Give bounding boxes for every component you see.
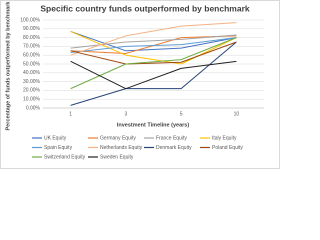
series-line (70, 30, 237, 52)
series-line (70, 22, 237, 56)
legend-label: Poland Equity (212, 145, 243, 151)
y-tick-label: 80.00% (23, 35, 41, 41)
legend-label: Denmark Equity (156, 145, 192, 151)
x-tick-label: 3 (124, 111, 127, 117)
series-line (70, 37, 237, 90)
series-line (70, 37, 237, 54)
y-tick-label: 70.00% (23, 44, 41, 50)
legend-label: UK Equity (44, 135, 67, 141)
series-line (70, 41, 237, 65)
x-tick-label: 1 (69, 111, 72, 117)
y-tick-label: 20.00% (23, 88, 41, 94)
y-tick-label: 60.00% (23, 53, 41, 59)
y-tick-label: 100.00% (20, 17, 40, 23)
y-tick-label: 40.00% (23, 70, 41, 76)
legend-label: Switzerland Equity (44, 154, 86, 160)
series-line (70, 60, 237, 90)
y-tick-label: 10.00% (23, 97, 41, 103)
chart-frame (0, 0, 280, 169)
legend-label: Netherlands Equity (100, 145, 143, 151)
y-tick-label: 30.00% (23, 79, 41, 85)
chart: Specific country funds outperformed by b… (0, 0, 280, 169)
x-tick-label: 10 (234, 111, 240, 117)
x-axis-title: Investment Timeline (years) (117, 122, 190, 128)
y-axis-title: Percentage of funds outperformed by benc… (5, 1, 11, 131)
legend-label: Germany Equity (100, 135, 136, 141)
y-tick-label: 0.00% (26, 105, 41, 111)
legend-label: Italy Equity (212, 135, 237, 141)
legend-label: France Equity (156, 135, 187, 141)
legend-label: Sweden Equity (100, 154, 134, 160)
y-tick-label: 50.00% (23, 61, 41, 67)
y-tick-label: 90.00% (23, 26, 41, 32)
series-line (70, 30, 237, 65)
legend-label: Spain Equity (44, 145, 73, 151)
chart-title: Specific country funds outperformed by b… (40, 3, 250, 13)
x-tick-label: 5 (180, 111, 183, 117)
